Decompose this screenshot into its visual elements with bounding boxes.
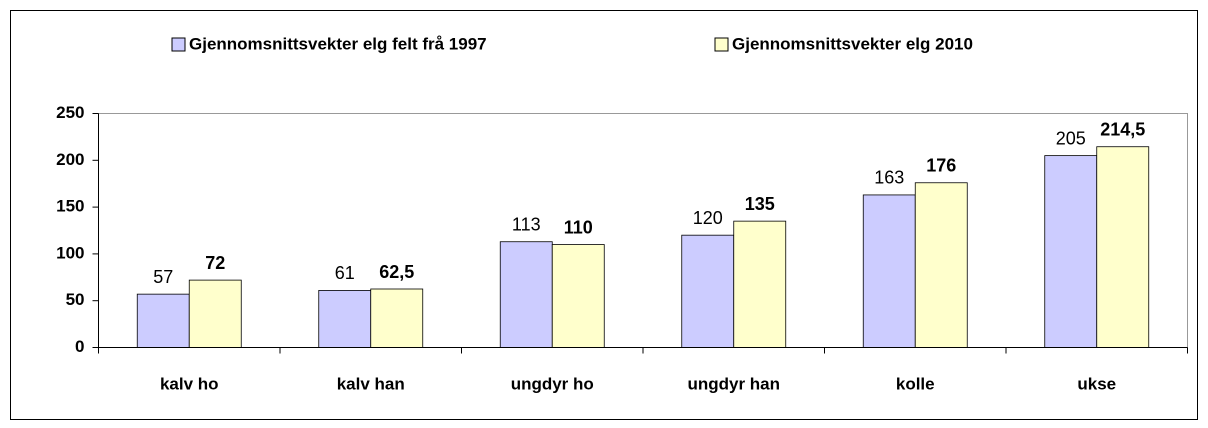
data-label: 110 (564, 217, 593, 237)
x-tick-label: kalv han (337, 374, 405, 393)
data-label: 214,5 (1100, 119, 1145, 139)
bar (551, 244, 605, 348)
bar (1096, 146, 1150, 348)
data-label: 176 (926, 156, 956, 176)
data-label: 135 (745, 194, 775, 214)
data-label: 163 (874, 168, 904, 188)
bar (370, 288, 424, 348)
y-tick-label: 250 (56, 103, 84, 122)
data-label: 120 (693, 208, 723, 228)
bar (318, 290, 372, 348)
y-tick-label: 200 (56, 150, 84, 169)
x-tick-label: kalv ho (160, 374, 219, 393)
legend-swatch (714, 37, 729, 52)
data-label: 57 (153, 267, 173, 287)
y-tick-label: 100 (56, 243, 84, 262)
bar (499, 241, 553, 348)
x-tick-label: ungdyr ho (511, 374, 594, 393)
bar (136, 293, 190, 348)
y-tick-label: 0 (75, 337, 84, 356)
y-tick-label: 150 (56, 197, 84, 216)
data-label: 72 (205, 253, 225, 273)
bar (188, 279, 242, 348)
legend-label: Gjennomsnittsvekter elg felt frå 1997 (189, 34, 487, 53)
bar (862, 194, 916, 348)
data-label: 62,5 (379, 262, 414, 282)
x-tick-label: ungdyr han (687, 374, 780, 393)
data-label: 113 (512, 214, 541, 234)
plot-area (98, 113, 1188, 348)
y-tick-label: 50 (66, 290, 85, 309)
bar (681, 234, 735, 348)
legend-label: Gjennomsnittsvekter elg 2010 (732, 34, 973, 53)
bar (1044, 155, 1098, 348)
bar (733, 220, 787, 348)
x-tick-label: kolle (896, 374, 935, 393)
legend-swatch (171, 37, 186, 52)
data-label: 205 (1056, 128, 1086, 148)
data-label: 61 (335, 263, 355, 283)
x-tick-label: ukse (1077, 374, 1116, 393)
bar (914, 182, 968, 348)
